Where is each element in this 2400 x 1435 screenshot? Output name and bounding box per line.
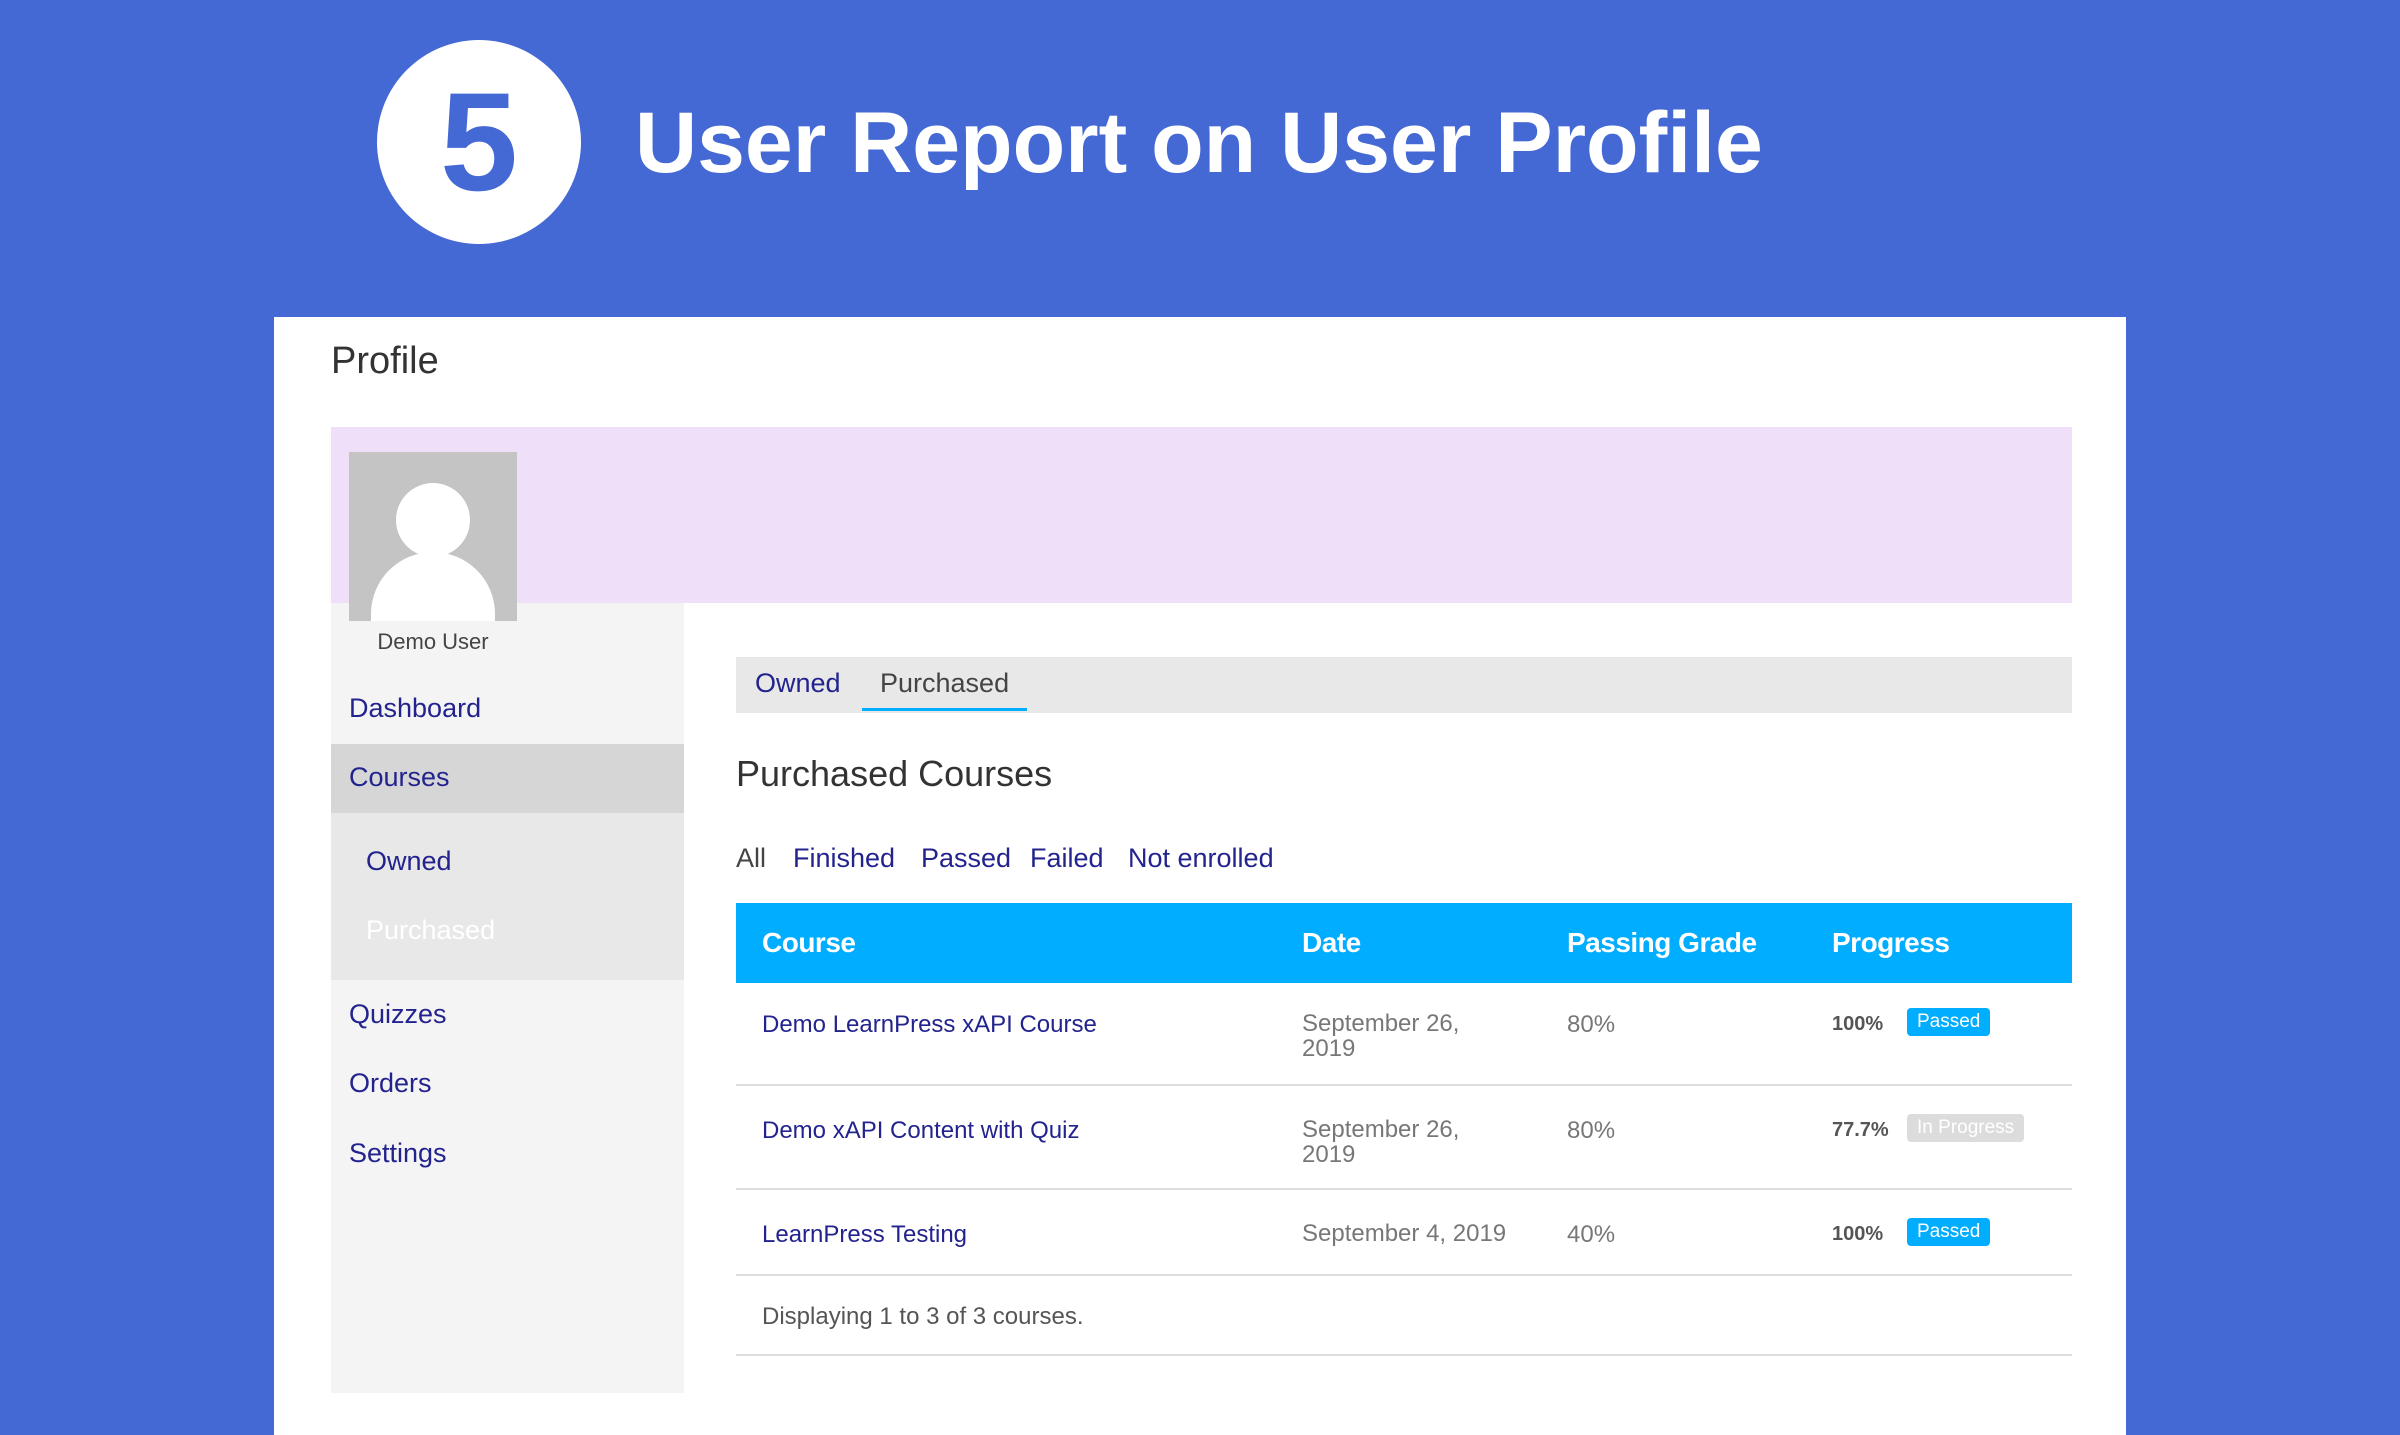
filter[interactable]: Finished [793, 843, 896, 873]
step-number: 5 [377, 40, 581, 244]
course-link[interactable]: LearnPress Testing [762, 1221, 968, 1248]
date: September 26, 2019 [1302, 1116, 1460, 1168]
progress: 100% [1832, 1013, 1884, 1035]
sidebar [331, 603, 684, 1393]
tab-underline [862, 708, 1027, 711]
page-title: Profile [331, 340, 439, 382]
column-header: Progress [1832, 927, 1950, 958]
table-header [736, 903, 2072, 983]
grade: 80% [1567, 1117, 1616, 1144]
nav-link[interactable]: Settings [349, 1138, 447, 1168]
subnav-bg [331, 813, 684, 980]
user-name: Demo User [377, 629, 489, 654]
subnav-link[interactable]: Purchased [366, 915, 496, 945]
column-header: Course [762, 927, 856, 958]
row-divider [736, 1274, 2072, 1276]
course-link[interactable]: Demo LearnPress xAPI Course [762, 1011, 1097, 1038]
filter[interactable]: All [736, 843, 767, 873]
progress: 77.7% [1832, 1119, 1889, 1141]
pagination-info: Displaying 1 to 3 of 3 courses. [762, 1303, 1084, 1330]
filter[interactable]: Not enrolled [1128, 843, 1274, 873]
nav-link[interactable]: Quizzes [349, 999, 447, 1029]
subnav-link[interactable]: Owned [366, 846, 452, 876]
headline: User Report on User Profile [635, 95, 1763, 191]
avatar[interactable] [349, 452, 517, 621]
tab[interactable]: Owned [755, 668, 841, 698]
date: September 4, 2019 [1302, 1220, 1507, 1247]
column-header: Passing Grade [1567, 927, 1757, 958]
filter[interactable]: Passed [921, 843, 1012, 873]
course-link[interactable]: Demo xAPI Content with Quiz [762, 1117, 1080, 1144]
tab-bar [736, 657, 2072, 713]
nav-link[interactable]: Dashboard [349, 693, 482, 723]
grade: 80% [1567, 1011, 1616, 1038]
status-badge: Passed [1907, 1218, 1991, 1246]
progress: 100% [1832, 1223, 1884, 1245]
row-divider [736, 1084, 2072, 1086]
date: September 26, 2019 [1302, 1010, 1460, 1062]
nav-link[interactable]: Courses [349, 762, 450, 792]
row-divider [736, 1188, 2072, 1190]
nav-active-bg [331, 744, 684, 813]
status-badge: In Progress [1907, 1114, 2025, 1142]
cover-banner [331, 427, 2072, 603]
row-divider [736, 1354, 2072, 1356]
section-title: Purchased Courses [736, 753, 1053, 794]
status-badge: Passed [1907, 1008, 1991, 1036]
filter[interactable]: Failed [1030, 843, 1104, 873]
column-header: Date [1302, 927, 1361, 958]
tab[interactable]: Purchased [880, 668, 1010, 698]
nav-link[interactable]: Orders [349, 1068, 432, 1098]
grade: 40% [1567, 1221, 1616, 1248]
